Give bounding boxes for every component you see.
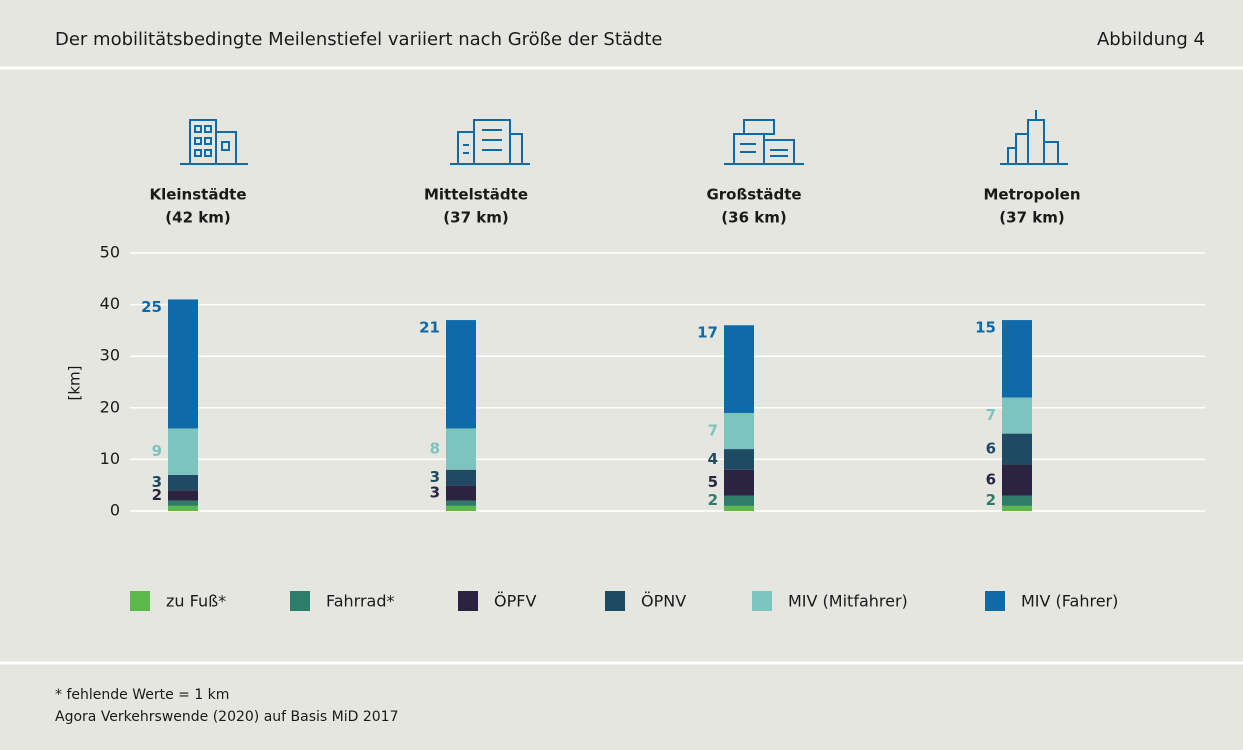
bar-segment — [168, 506, 198, 511]
category-total: (36 km) — [721, 209, 786, 227]
data-label: 17 — [697, 324, 718, 342]
legend-label: MIV (Mitfahrer) — [788, 592, 908, 611]
data-label: 8 — [430, 440, 440, 458]
y-tick-label: 50 — [100, 243, 120, 262]
data-label: 7 — [708, 422, 718, 440]
data-label: 5 — [708, 473, 718, 491]
bar-segment — [724, 496, 754, 506]
chart: Der mobilitätsbedingte Meilenstiefel var… — [0, 0, 1243, 750]
bar-segment — [724, 506, 754, 511]
title: Der mobilitätsbedingte Meilenstiefel var… — [55, 29, 663, 50]
bar-segment — [1002, 465, 1032, 496]
data-label: 6 — [986, 440, 996, 458]
footnote: * fehlende Werte = 1 km — [55, 687, 229, 703]
data-label: 25 — [141, 298, 162, 316]
y-tick-label: 30 — [100, 346, 120, 365]
data-label: 2 — [708, 491, 718, 509]
data-label: 4 — [708, 450, 718, 468]
category-total: (37 km) — [999, 209, 1064, 227]
bar-segment — [446, 506, 476, 511]
source: Agora Verkehrswende (2020) auf Basis MiD… — [55, 709, 398, 725]
legend-swatch — [458, 591, 478, 611]
y-tick-label: 20 — [100, 397, 120, 416]
data-label: 15 — [975, 319, 996, 337]
data-label: 3 — [152, 473, 162, 491]
data-label: 7 — [986, 406, 996, 424]
bar-segment — [724, 470, 754, 496]
bar-segment — [446, 485, 476, 500]
bar-segment — [1002, 320, 1032, 397]
bar-segment — [446, 501, 476, 506]
bar-segment — [168, 490, 198, 500]
bar-segment — [1002, 496, 1032, 506]
bar-segment — [168, 428, 198, 474]
legend-swatch — [985, 591, 1005, 611]
legend-swatch — [752, 591, 772, 611]
data-label: 9 — [152, 442, 162, 460]
y-tick-label: 40 — [100, 294, 120, 313]
legend-label: ÖPNV — [641, 592, 686, 611]
bar-segment — [1002, 506, 1032, 511]
legend-label: MIV (Fahrer) — [1021, 592, 1118, 611]
legend-swatch — [290, 591, 310, 611]
y-axis-label: [km] — [66, 365, 84, 400]
legend-swatch — [605, 591, 625, 611]
data-label: 3 — [430, 483, 440, 501]
bar-segment — [1002, 397, 1032, 433]
y-tick-label: 0 — [110, 501, 120, 520]
bar-segment — [724, 449, 754, 470]
bar-segment — [168, 501, 198, 506]
category-total: (37 km) — [443, 209, 508, 227]
bar-segment — [446, 470, 476, 485]
y-tick-label: 10 — [100, 449, 120, 468]
legend-label: ÖPFV — [494, 592, 536, 611]
bar-segment — [168, 475, 198, 490]
figure-label: Abbildung 4 — [1097, 29, 1205, 50]
category-label: Großstädte — [706, 186, 801, 204]
data-label: 2 — [986, 491, 996, 509]
data-label: 3 — [430, 468, 440, 486]
bar-segment — [724, 413, 754, 449]
data-label: 21 — [419, 319, 440, 337]
category-label: Mittelstädte — [424, 186, 528, 204]
bar-segment — [724, 325, 754, 413]
category-label: Metropolen — [983, 186, 1080, 204]
legend-label: zu Fuß* — [166, 592, 226, 611]
bar-segment — [168, 299, 198, 428]
data-label: 6 — [986, 471, 996, 489]
bar-segment — [446, 428, 476, 469]
category-label: Kleinstädte — [149, 186, 246, 204]
category-total: (42 km) — [165, 209, 230, 227]
bar-segment — [446, 320, 476, 428]
legend-label: Fahrrad* — [326, 592, 395, 611]
bar-segment — [1002, 434, 1032, 465]
legend-swatch — [130, 591, 150, 611]
